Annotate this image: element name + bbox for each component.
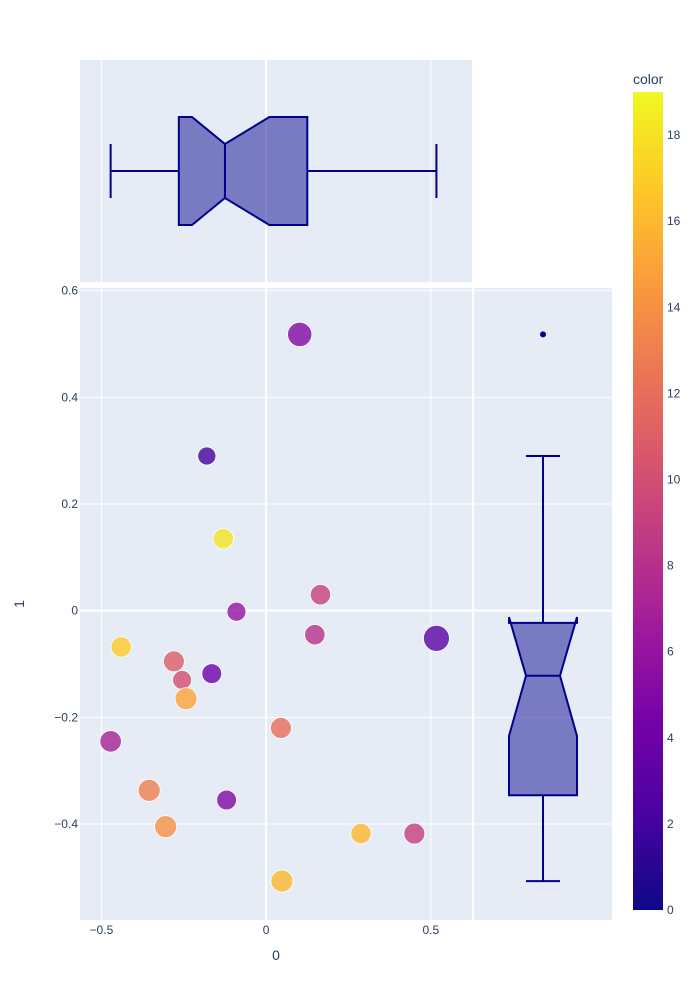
y-tick-label: 0.2 <box>61 497 78 511</box>
scatter-point <box>174 687 198 711</box>
x-marginal-box <box>177 116 309 226</box>
x-tick-label: 0.5 <box>422 923 439 937</box>
scatter-point <box>154 815 178 839</box>
scatter-point <box>304 624 326 646</box>
y-tick-label: 0 <box>71 604 78 618</box>
colorbar-tick-label: 18 <box>667 128 681 142</box>
scatter-point <box>423 625 450 652</box>
y-marginal-outlier <box>540 331 546 338</box>
scatter-point <box>197 446 217 466</box>
scatter-point <box>163 650 185 673</box>
y-marginal-box <box>508 616 578 797</box>
scatter-point <box>270 869 294 893</box>
y-axis-title: 1 <box>11 600 27 608</box>
x-tick-label: 0 <box>263 923 270 937</box>
y-tick-label: 0.4 <box>61 390 78 404</box>
colorbar-tick-label: 4 <box>667 731 674 745</box>
scatter-point <box>216 789 237 811</box>
scatter-point <box>270 717 292 739</box>
scatter-point <box>201 663 223 684</box>
scatter-point <box>403 822 426 845</box>
scatter-point <box>137 778 161 802</box>
colorbar-tick-label: 2 <box>667 817 674 831</box>
y-tick-label: 0.6 <box>61 284 78 298</box>
chart-marks <box>99 116 578 893</box>
colorbar-tick-label: 16 <box>667 214 681 228</box>
scatter-point <box>212 528 234 550</box>
colorbar-tick-label: 8 <box>667 559 674 573</box>
colorbar-title: color <box>633 71 664 87</box>
colorbar-tick-label: 0 <box>667 903 674 917</box>
y-tick-label: −0.2 <box>54 710 78 724</box>
scatter-point <box>110 636 132 658</box>
scatter-point <box>350 822 372 845</box>
x-tick-label: −0.5 <box>90 923 114 937</box>
scatter-point <box>287 321 313 347</box>
x-axis-title: 0 <box>272 947 280 963</box>
colorbar-tick-label: 12 <box>667 386 681 400</box>
axis-labels: −0.4 −0.2 0 0.2 0.4 0.6 −0.5 0 0.5 <box>54 284 439 937</box>
scatter-point <box>172 670 193 690</box>
colorbar: 0 2 4 6 8 10 12 14 16 18 <box>633 92 681 917</box>
colorbar-tick-label: 14 <box>667 300 681 314</box>
scatter-point <box>309 584 332 606</box>
scatter-point <box>226 601 247 622</box>
y-tick-label: −0.4 <box>54 817 78 831</box>
scatter-point <box>99 730 122 753</box>
colorbar-tick-label: 6 <box>667 645 674 659</box>
colorbar-tick-label: 10 <box>667 472 681 486</box>
main-plot-area <box>80 288 472 920</box>
colorbar-gradient <box>633 92 663 910</box>
